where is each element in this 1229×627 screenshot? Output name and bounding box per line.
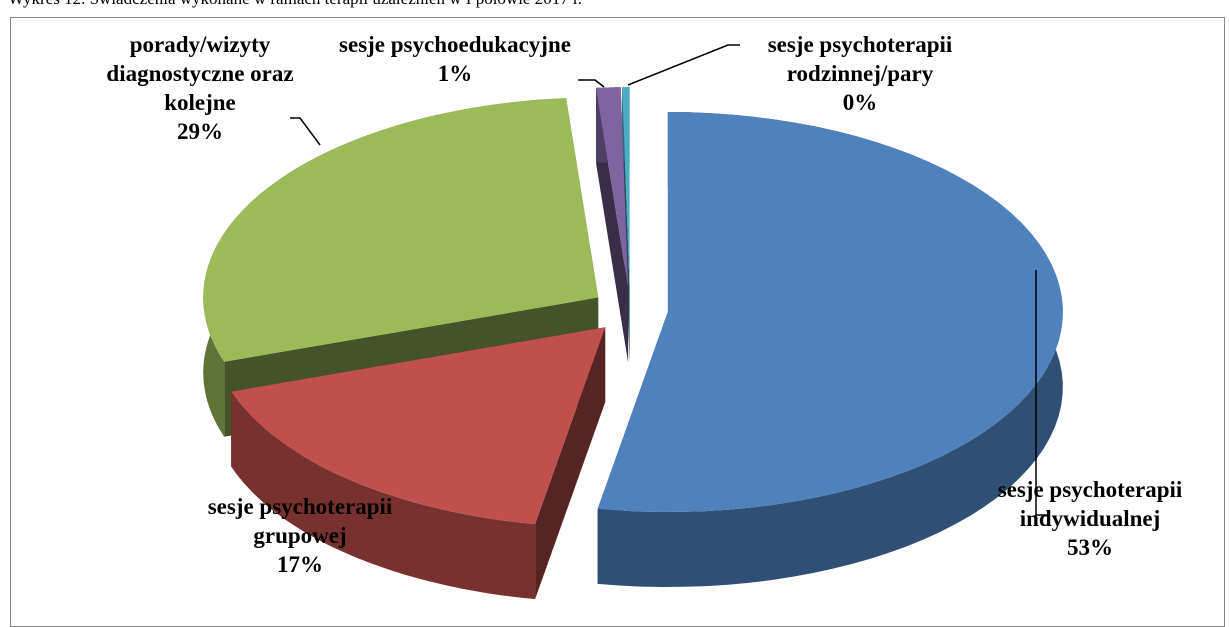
slice: [597, 112, 1063, 512]
slice: [203, 98, 599, 362]
slice-label: porady/wizyty diagnostyczne oraz kolejne…: [106, 32, 294, 144]
slice-side: [231, 391, 536, 600]
chart-title: Wykres 12. Świadczenia wykonane w ramach…: [8, 0, 582, 9]
slice: [596, 87, 629, 288]
pie: [203, 87, 1063, 600]
leader-line: [290, 117, 321, 146]
leader-line: [578, 79, 605, 88]
slice: [231, 327, 606, 525]
slice-label: sesje psychoterapii grupowej 17%: [207, 494, 393, 577]
slice-label: sesje psychoterapii indywidualnej 53%: [997, 477, 1183, 560]
leader-line: [1035, 270, 1048, 516]
slice: [622, 87, 630, 288]
leader-line: [627, 44, 740, 86]
slice-label: sesje psychoedukacyjne 1%: [339, 32, 571, 86]
slice-label: sesje psychoterapii rodzinnej/pary 0%: [767, 32, 953, 115]
